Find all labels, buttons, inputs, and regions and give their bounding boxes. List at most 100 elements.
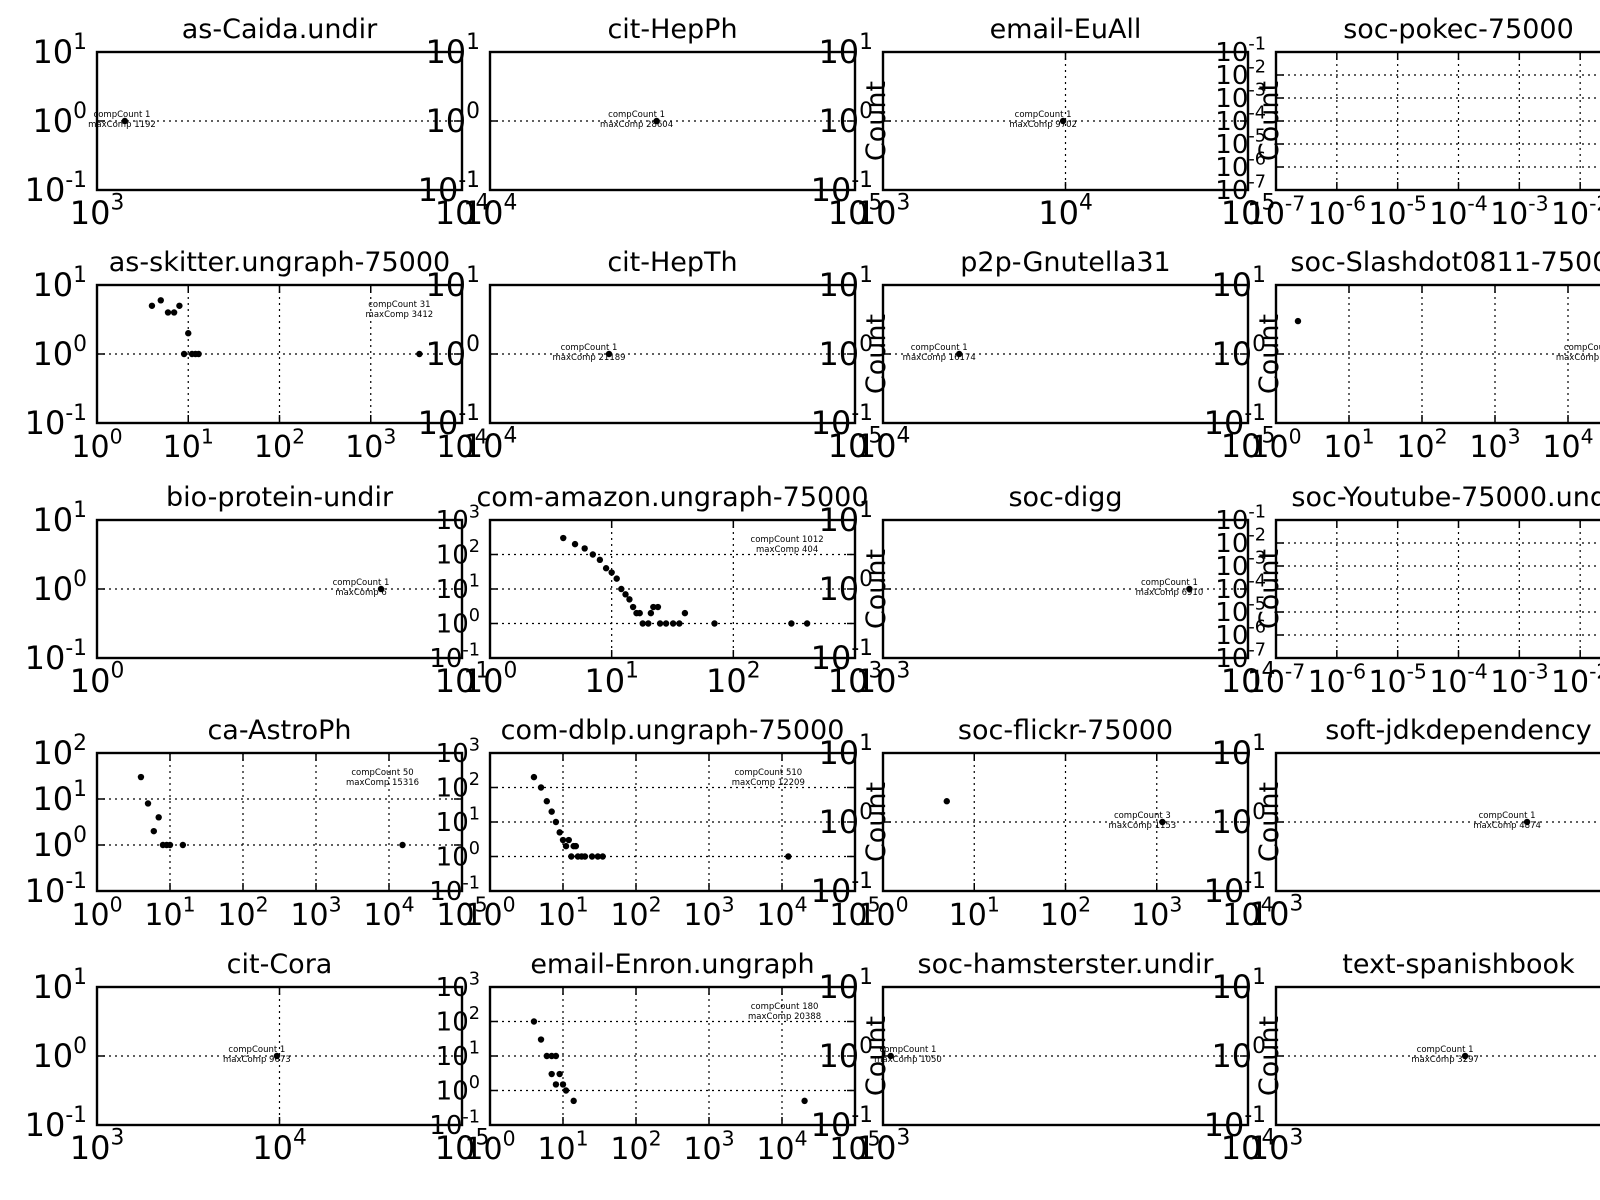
y-tick-label: 100	[1211, 332, 1266, 373]
y-tick-label: 10-4	[1215, 103, 1266, 137]
data-point	[552, 1081, 560, 1088]
y-tick-label: 101	[1211, 263, 1266, 304]
chart-title: text-spanishbook	[1342, 949, 1575, 980]
data-point	[681, 609, 689, 617]
chart-title: email-Enron.ungraph	[530, 949, 814, 980]
y-tick-label: 100	[32, 332, 87, 373]
y-tick-label: 10-1	[429, 1107, 480, 1141]
data-point	[548, 1070, 555, 1078]
y-tick-label: 100	[32, 1034, 87, 1075]
y-tick-label: 10-1	[25, 168, 87, 209]
chart-title: cit-HepTh	[607, 247, 737, 278]
point-annotation: maxComp 12209	[732, 778, 805, 788]
data-point	[137, 773, 145, 781]
plot-frame	[95, 751, 464, 893]
chart-title: soc-pokec-75000	[1343, 14, 1574, 45]
point-annotation: maxComp 4874	[1473, 821, 1541, 831]
x-tick-label: 105	[828, 191, 883, 232]
y-tick-label: 102	[436, 1004, 480, 1038]
data-point	[530, 1018, 538, 1025]
y-tick-label: 100	[436, 1073, 480, 1107]
data-point	[596, 556, 604, 564]
data-point	[581, 853, 589, 860]
x-tick-label: 102	[706, 659, 761, 700]
y-tick-label: 10-1	[1204, 401, 1266, 442]
point-annotation: compCount 1	[561, 343, 618, 353]
chart-panel: soc-pokec-7500010-710-610-510-410-310-21…	[1215, 14, 1600, 232]
y-tick-label: 101	[32, 263, 87, 304]
y-tick-label: 10-5	[1215, 594, 1266, 628]
y-tick-label: 10-1	[811, 401, 873, 442]
x-tick-label: 103	[345, 425, 396, 466]
x-tick-label: 101	[144, 893, 195, 934]
data-point	[594, 853, 602, 860]
x-tick-label: 104	[436, 425, 487, 466]
point-annotation: maxComp 9702	[1009, 120, 1077, 130]
y-tick-label: 10-1	[25, 1103, 87, 1144]
x-tick-label: 104	[363, 893, 414, 934]
chart-title: cit-HepPh	[607, 14, 737, 45]
x-tick-label: 105	[436, 893, 487, 934]
x-tick-label: 104	[1038, 191, 1093, 232]
y-tick-label: 102	[436, 770, 480, 804]
data-point	[669, 620, 677, 627]
data-point	[562, 1087, 570, 1094]
data-point	[605, 350, 613, 358]
chart-title: soc-Youtube-75000.undir	[1291, 482, 1600, 513]
point-annotation: maxComp 15316	[346, 778, 419, 788]
x-tick-label: 100	[464, 1127, 515, 1168]
x-tick-label: 103	[70, 191, 125, 232]
x-tick-label: 104	[1221, 1126, 1276, 1167]
x-tick-label: 103	[1469, 425, 1520, 466]
data-point	[556, 1070, 563, 1078]
x-tick-label: 10-2	[1551, 192, 1600, 233]
point-annotation: compCount 1	[1479, 811, 1536, 821]
x-tick-label: 103	[828, 659, 883, 700]
data-point	[537, 1036, 545, 1043]
y-tick-label: 100	[32, 99, 87, 140]
point-annotation: maxComp 9673	[223, 1055, 291, 1065]
y-tick-label: 103	[436, 735, 480, 769]
chart-title: p2p-Gnutella31	[960, 247, 1170, 278]
data-point	[645, 620, 652, 627]
data-point	[552, 1052, 560, 1060]
point-annotation: compCount 31	[368, 300, 430, 310]
data-point	[565, 836, 572, 844]
chart-panel: soft-jdkdependency10310410-1100101Countc…	[1204, 715, 1600, 933]
data-point	[589, 551, 597, 558]
x-tick-label: 105	[435, 1126, 490, 1167]
chart-title: com-amazon.ungraph-75000	[476, 482, 868, 513]
x-tick-label: 103	[856, 191, 911, 232]
y-tick-label: 101	[818, 965, 873, 1006]
y-tick-label: 10-1	[1204, 869, 1266, 910]
y-tick-label: 102	[436, 537, 480, 571]
point-annotation: compCount 1	[880, 1045, 937, 1055]
data-point	[626, 596, 633, 603]
y-tick-label: 101	[425, 263, 480, 304]
data-point	[543, 1052, 551, 1060]
y-tick-label: 10-2	[1215, 525, 1266, 559]
x-tick-label: 10-4	[1429, 192, 1488, 233]
y-tick-label: 100	[1211, 800, 1266, 841]
x-tick-label: 100	[464, 893, 515, 934]
chart-title: soc-hamsterster.undir	[918, 949, 1215, 980]
data-point	[568, 853, 575, 860]
x-tick-label: 105	[1221, 424, 1276, 465]
data-point	[636, 609, 643, 617]
point-annotation: compCount 1	[911, 343, 968, 353]
chart-title: as-skitter.ungraph-75000	[109, 247, 450, 278]
y-tick-label: 101	[818, 263, 873, 304]
x-tick-label: 102	[1396, 425, 1447, 466]
y-tick-label: 10-1	[25, 401, 87, 442]
x-tick-label: 10-7	[1247, 660, 1306, 701]
chart-title: cit-Cora	[227, 949, 333, 980]
y-tick-label: 100	[1211, 1034, 1266, 1075]
x-tick-label: 104	[463, 191, 518, 232]
y-tick-label: 103	[436, 502, 480, 536]
